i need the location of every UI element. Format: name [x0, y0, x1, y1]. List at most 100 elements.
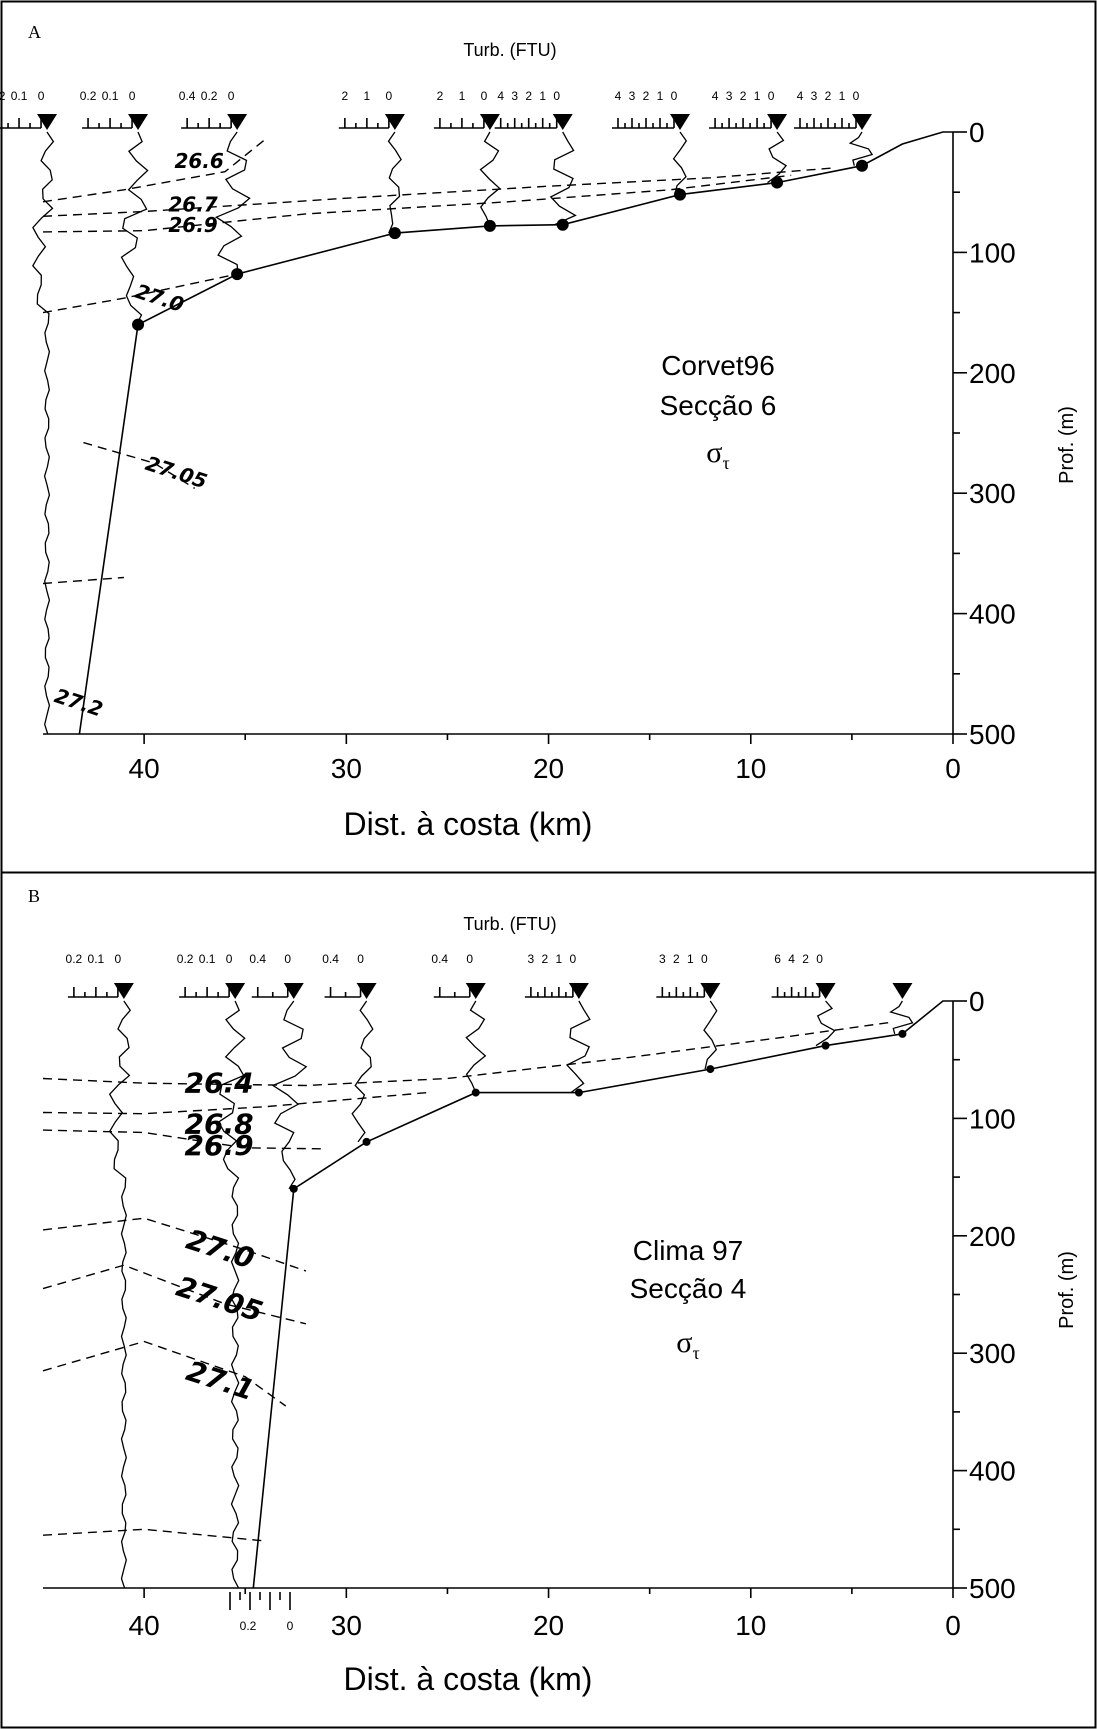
bottom-profile [78, 131, 953, 735]
turbidity-profile [848, 131, 874, 166]
station-marker [128, 114, 149, 130]
sigma-label: στ [676, 1326, 699, 1363]
turbidity-scale-label: 0 [768, 89, 775, 103]
y-tick-label: 100 [969, 1103, 1016, 1134]
turbidity-title: Turb. (FTU) [463, 914, 556, 934]
station-marker [479, 114, 500, 130]
station-marker [815, 983, 836, 999]
turbidity-title: Turb. (FTU) [463, 40, 556, 60]
turbidity-profile [271, 1000, 308, 1190]
isopycnal-line [42, 1340, 287, 1407]
turbidity-scale-label: 4 [712, 89, 719, 103]
turbidity-scale-label: 2 [437, 89, 444, 103]
panel-letter: A [28, 22, 41, 42]
turbidity-scale-label: 0 [701, 952, 708, 966]
turbidity-scale-label: 2 [525, 89, 532, 103]
x-tick-label: 20 [533, 1610, 564, 1641]
turbidity-scale-label: 0 [466, 952, 473, 966]
y-tick-label: 400 [969, 1456, 1016, 1487]
isopycnal-label: 27.0 [132, 279, 186, 317]
station-marker [465, 983, 486, 999]
turbidity-scale-label: 4 [497, 89, 504, 103]
isopycnal-label: 27.05 [143, 451, 211, 493]
station-marker [670, 114, 690, 130]
turbidity-scale-label: 3 [726, 89, 733, 103]
turbidity-scale-label: 0 [115, 952, 122, 966]
station-marker [700, 983, 721, 999]
turbidity-scale-label: 4 [797, 89, 804, 103]
turbidity-profile [767, 131, 788, 184]
turbidity-scale-label: 0.2 [66, 952, 83, 966]
isopycnal-line [42, 1528, 266, 1542]
turbidity-profile [703, 1000, 718, 1070]
isopycnal-label: 27.05 [172, 1270, 266, 1329]
turbidity-profile [387, 131, 402, 234]
turbidity-profile [815, 1000, 836, 1047]
x-tick-label: 20 [533, 753, 564, 784]
turbidity-scale-label: 0.2 [201, 89, 218, 103]
turbidity-profile [565, 1000, 591, 1094]
sigma-symbol: σ [706, 436, 722, 469]
turbidity-scale-label: 3 [811, 89, 818, 103]
x-tick-label: 30 [331, 1610, 362, 1641]
y-tick-label: 0 [969, 986, 985, 1017]
isopycnal-label: 26.4 [185, 1067, 254, 1100]
isopycnal-line [42, 1091, 428, 1115]
turbidity-profile [465, 1000, 487, 1093]
station-marker [552, 114, 573, 130]
turbidity-scale-label: 0.2 [177, 952, 194, 966]
panel-letter: B [28, 886, 40, 906]
turbidity-scale-label: 2 [825, 89, 832, 103]
turbidity-profile [108, 1000, 132, 1589]
station-marker [767, 114, 788, 130]
turbidity-profile [479, 131, 501, 227]
y-tick-label: 300 [969, 478, 1016, 509]
isopycnal-line [42, 576, 124, 585]
turbidity-scale-label: 2 [740, 89, 747, 103]
y-axis-label: Prof. (m) [1056, 406, 1078, 484]
turbidity-scale-label: 1 [459, 89, 466, 103]
turbidity-scale-label: 0.4 [431, 952, 448, 966]
turbidity-scale-label: 3 [511, 89, 518, 103]
turbidity-scale-label: 0.2 [80, 89, 97, 103]
turbidity-scale-label: 2 [643, 89, 650, 103]
turbidity-scale-label: 2 [542, 952, 549, 966]
turbidity-scale-label: 3 [659, 952, 666, 966]
turbidity-scale-label: 0.1 [88, 952, 105, 966]
station-marker [283, 983, 304, 999]
turbidity-scale-label: 3 [629, 89, 636, 103]
station-marker [37, 114, 58, 130]
isopycnal-line [42, 1129, 327, 1150]
x-tick-label: 30 [331, 753, 362, 784]
turbidity-scale-label: 4 [788, 952, 795, 966]
y-tick-label: 400 [969, 599, 1016, 630]
isopycnal-label: 26.6 [174, 149, 223, 173]
station-marker [384, 114, 405, 130]
sigma-subscript: τ [722, 453, 729, 473]
turbidity-profile [32, 131, 55, 735]
sigma-label: στ [706, 436, 729, 473]
x-tick-label: 10 [735, 1610, 766, 1641]
turbidity-scale-label: 1 [364, 89, 371, 103]
turbidity-scale-label: 1 [687, 952, 694, 966]
turbidity-scale-label: 0 [228, 89, 235, 103]
bottom-scale-label: 0.2 [240, 1619, 257, 1633]
turbidity-scale-label: 0 [284, 952, 291, 966]
panel-b-frame [0, 871, 1097, 1729]
isopycnal-label: 26.9 [185, 1129, 254, 1162]
isopycnal-line [42, 138, 266, 203]
turbidity-scale-label: 2 [673, 952, 680, 966]
turbidity-scale-label: 0 [129, 89, 136, 103]
turbidity-scale-label: 1 [556, 952, 563, 966]
station-marker [852, 114, 872, 130]
turbidity-scale-label: 0.4 [322, 952, 339, 966]
cruise-label: Corvet96 [661, 350, 775, 381]
sigma-subscript: τ [692, 1343, 699, 1363]
y-tick-label: 300 [969, 1338, 1016, 1369]
turbidity-scale-label: 0 [570, 952, 577, 966]
x-tick-label: 40 [129, 1610, 160, 1641]
turbidity-scale-label: 0.1 [199, 952, 216, 966]
turbidity-profile [214, 131, 251, 275]
turbidity-scale-label: 0 [357, 952, 364, 966]
